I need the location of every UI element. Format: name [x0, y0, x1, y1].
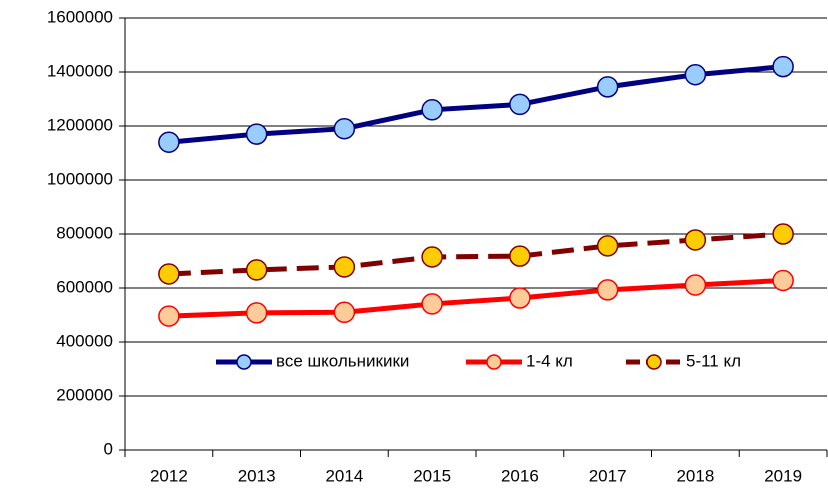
- legend-label: 1-4 кл: [526, 351, 573, 370]
- data-point: [509, 287, 531, 309]
- data-point: [596, 76, 619, 98]
- x-tick-label: 2015: [413, 466, 451, 485]
- data-point: [596, 279, 619, 301]
- legend-marker: [646, 354, 662, 370]
- data-point: [158, 263, 180, 285]
- y-tick-label: 400000: [56, 331, 113, 350]
- data-point: [509, 93, 531, 116]
- data-point: [772, 223, 794, 245]
- y-tick-label: 1400000: [47, 61, 113, 80]
- y-tick-label: 1600000: [47, 7, 113, 26]
- data-point: [772, 55, 794, 78]
- legend-label: все школьникики: [276, 351, 409, 370]
- data-point: [509, 245, 531, 267]
- data-point: [421, 293, 443, 315]
- x-tick-label: 2018: [676, 466, 714, 485]
- data-point: [421, 246, 443, 268]
- series-line: [168, 64, 784, 145]
- y-tick-label: 800000: [56, 223, 113, 242]
- y-tick-label: 600000: [56, 277, 113, 296]
- x-tick-label: 2012: [150, 466, 188, 485]
- x-tick-label: 2017: [589, 466, 627, 485]
- data-point: [158, 131, 180, 153]
- legend-marker: [236, 354, 252, 370]
- y-tick-label: 1000000: [47, 169, 113, 188]
- y-tick-label: 1200000: [47, 115, 113, 134]
- x-tick-label: 2014: [325, 466, 363, 485]
- data-point: [245, 302, 268, 324]
- legend-marker: [486, 354, 502, 370]
- data-point: [333, 117, 356, 140]
- data-point: [596, 235, 619, 257]
- data-point: [421, 99, 443, 121]
- data-point: [684, 274, 707, 296]
- data-point: [772, 269, 794, 292]
- y-tick-label: 0: [104, 439, 113, 458]
- data-point: [245, 259, 268, 281]
- data-point: [333, 301, 356, 324]
- x-tick-label: 2019: [764, 466, 802, 485]
- data-point: [684, 229, 707, 251]
- data-point: [333, 256, 356, 278]
- y-tick-label: 200000: [56, 385, 113, 404]
- data-point: [245, 123, 268, 145]
- x-tick-label: 2016: [501, 466, 539, 485]
- legend-label: 5-11 кл: [686, 351, 741, 370]
- data-point: [684, 63, 707, 86]
- x-tick-label: 2013: [238, 466, 276, 485]
- data-point: [158, 305, 180, 327]
- series-line: [168, 231, 784, 277]
- series-line: [168, 277, 784, 319]
